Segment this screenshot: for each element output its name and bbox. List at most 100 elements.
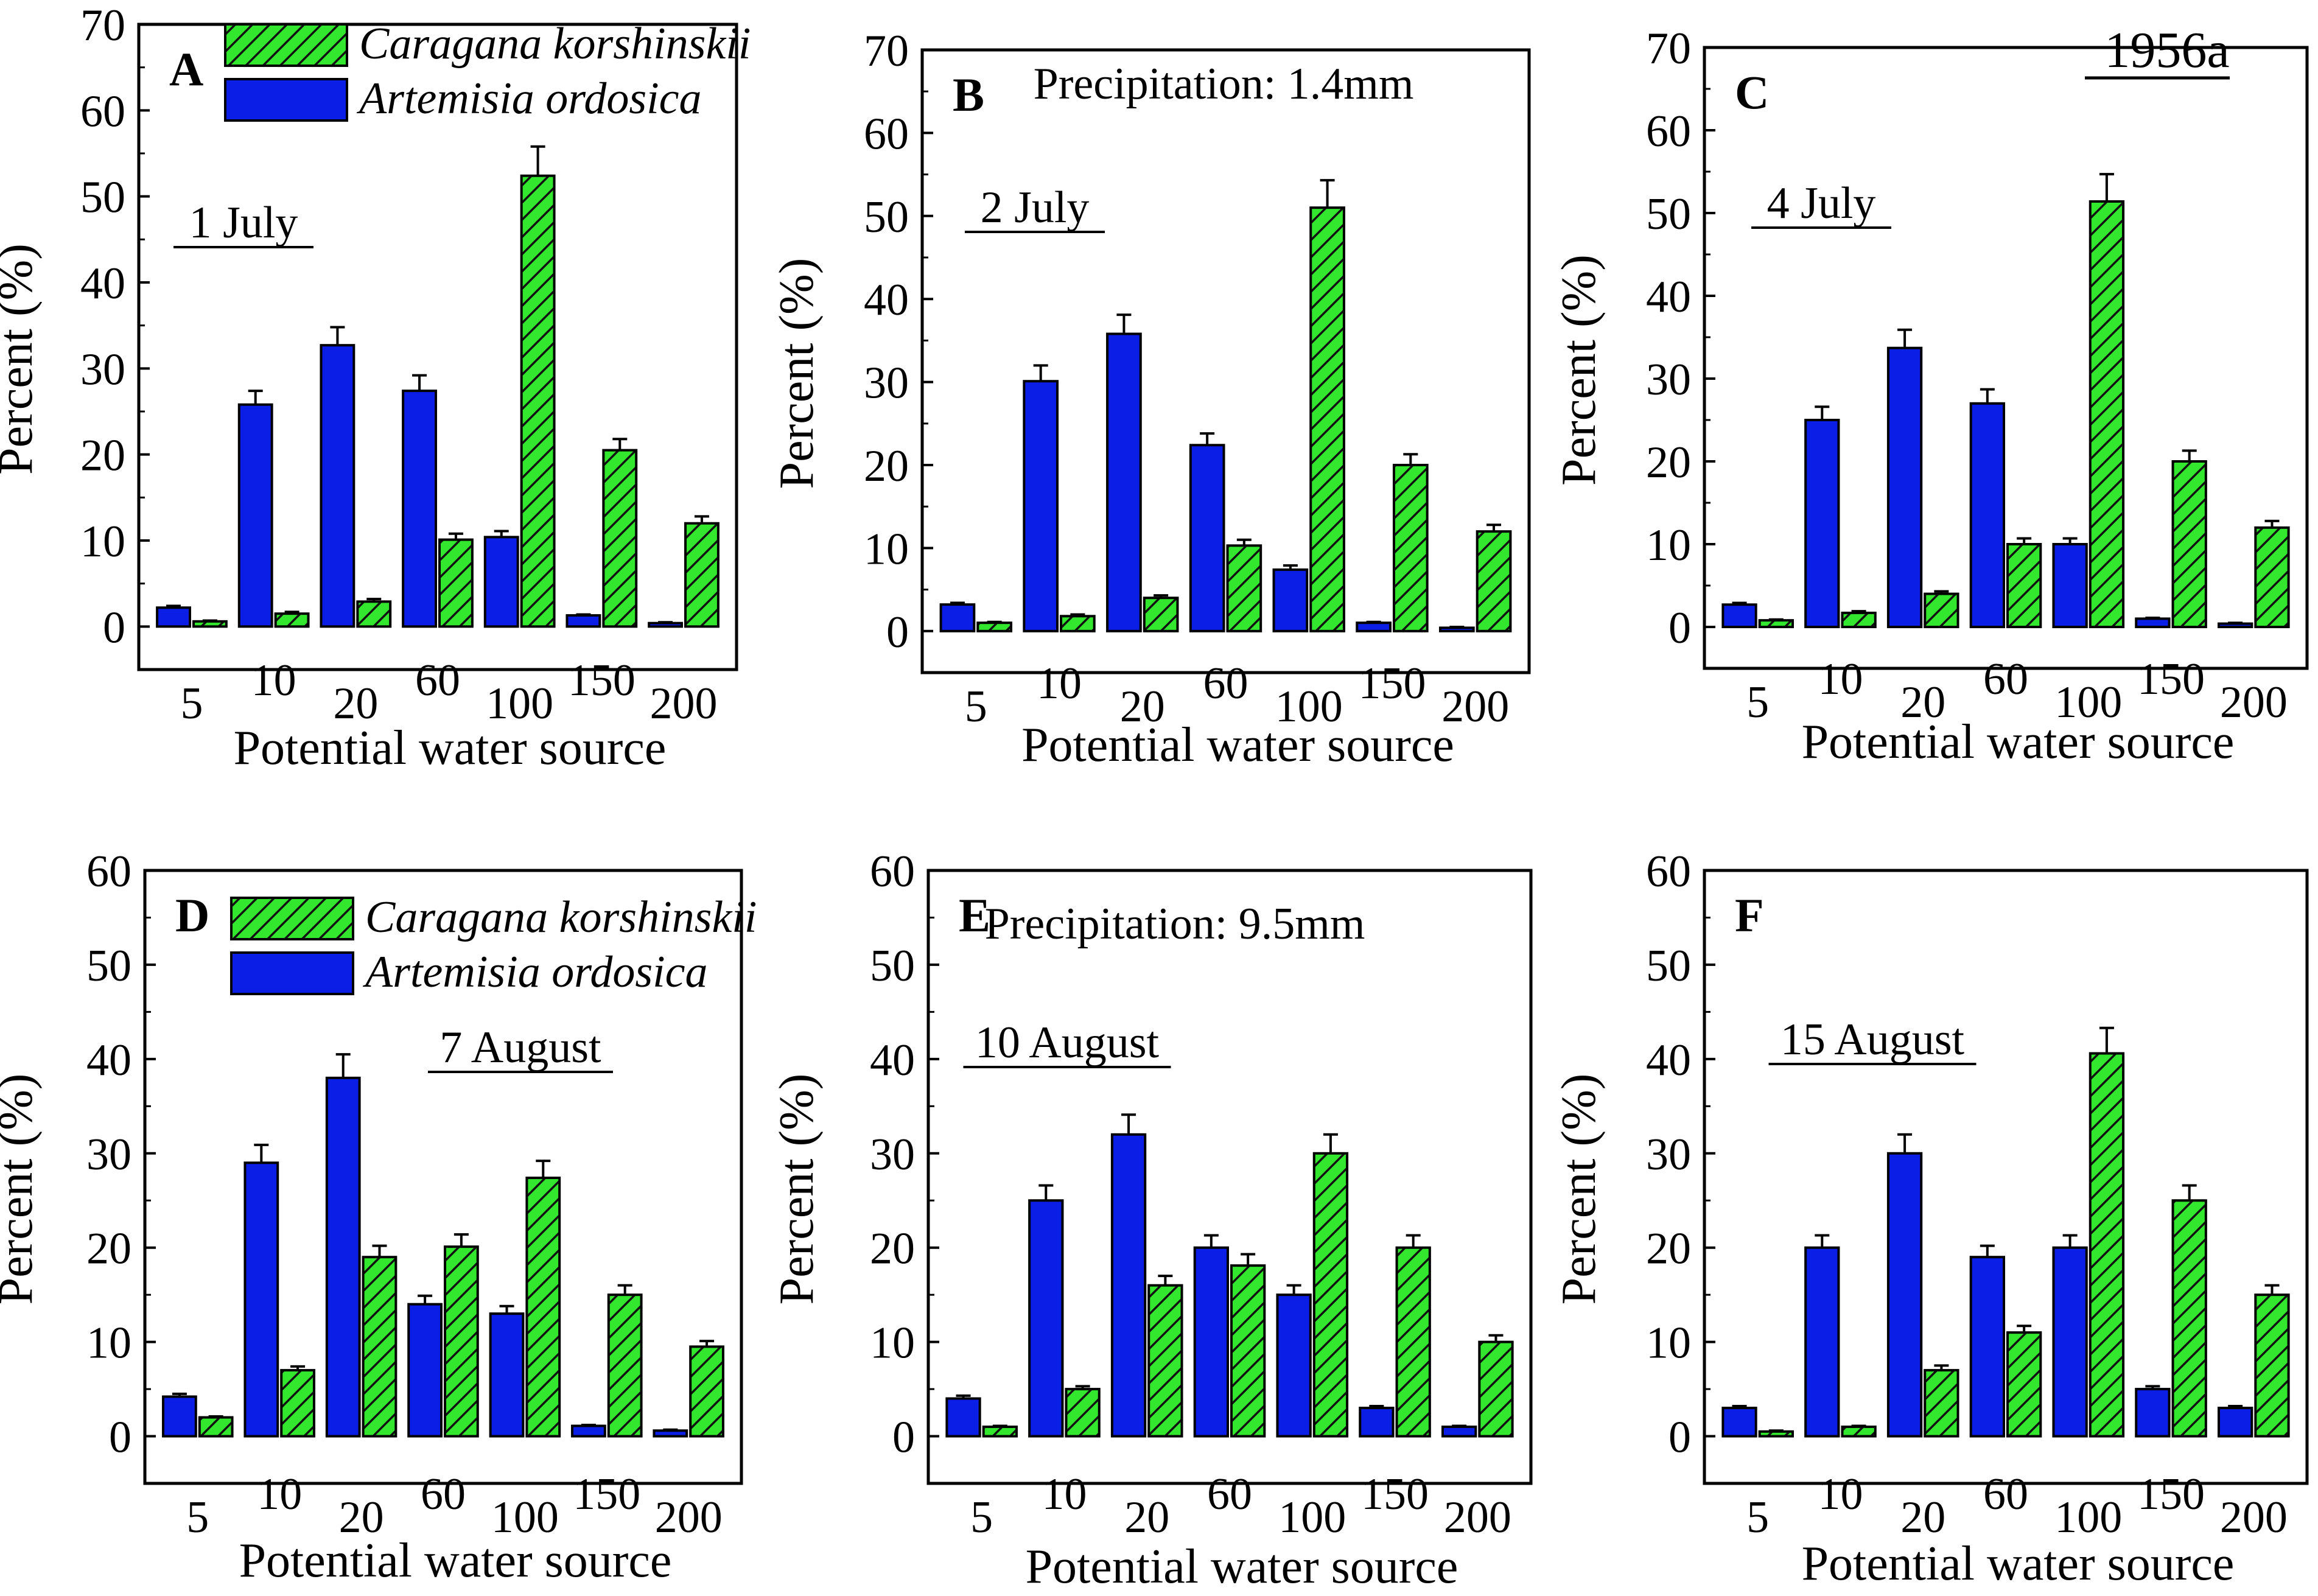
y-tick-label: 50 — [1646, 189, 1691, 239]
y-tick-label: 60 — [1646, 847, 1691, 897]
bar-caragana-5 — [1758, 1430, 1794, 1438]
y-axis-title: Percent (%) — [1552, 254, 1606, 486]
bar-caragana-150 — [607, 1293, 643, 1438]
panel-a: 0 10 20 30 40 50 60 70 5 10 20 60 100 150 200Potential… — [0, 1, 751, 775]
bar-artemisia-5 — [156, 606, 191, 628]
x-tick-label: 200 — [1444, 1493, 1511, 1542]
x-axis-title: Potential water source — [1802, 715, 2235, 769]
x-tick-label: 60 — [415, 656, 460, 705]
panel-b: 0 10 20 30 40 50 60 70 5 10 20 60 100 150 200Potential… — [770, 26, 1531, 772]
x-tick-label: 20 — [339, 1493, 384, 1542]
panel-c: 0 10 20 30 40 50 60 70 5 10 20 60 100 150 200Potential… — [1552, 24, 2309, 769]
y-tick-label: 50 — [870, 941, 915, 991]
y-axis-title: Percent (%) — [0, 243, 43, 475]
x-tick-label: 5 — [965, 682, 987, 732]
date-label: 4 July — [1767, 178, 1876, 228]
bar-artemisia-20 — [1886, 346, 1923, 628]
y-tick-label: 30 — [86, 1130, 131, 1180]
bar-artemisia-20 — [325, 1076, 361, 1438]
bar-caragana-60 — [1226, 544, 1262, 632]
x-axis-title: Potential water source — [234, 721, 667, 775]
bar-artemisia-60 — [1969, 1256, 2005, 1438]
legend-swatch-artemisia — [224, 78, 348, 122]
figure-label: 1956a — [2104, 22, 2229, 79]
x-tick-label: 10 — [1042, 1469, 1087, 1519]
x-tick-label: 200 — [2220, 1493, 2288, 1542]
precipitation-annotation: Precipitation: 9.5mm — [985, 899, 1365, 949]
y-tick-label: 10 — [86, 1318, 131, 1368]
bar-caragana-150 — [2171, 1199, 2207, 1438]
date-label: 10 August — [975, 1018, 1160, 1068]
x-axis-title: Potential water source — [1026, 1540, 1458, 1594]
bar-caragana-100 — [2089, 1052, 2125, 1438]
y-tick-label: 10 — [1646, 520, 1691, 570]
y-tick-label: 20 — [1646, 438, 1691, 488]
y-tick-label: 20 — [864, 441, 909, 491]
x-tick-label: 150 — [573, 1469, 640, 1519]
y-tick-label: 0 — [886, 607, 909, 657]
legend-swatch-caragana — [224, 23, 348, 67]
x-tick-label: 100 — [486, 679, 553, 729]
bar-artemisia-60 — [402, 390, 438, 628]
x-tick-label: 20 — [1900, 1493, 1945, 1542]
legend-label-caragana: Caragana korshinskii — [359, 19, 751, 69]
bar-caragana-10 — [274, 612, 310, 628]
y-axis-title: Percent (%) — [0, 1074, 43, 1305]
y-tick-label: 0 — [103, 603, 125, 653]
bar-artemisia-60 — [1193, 1246, 1229, 1438]
x-tick-label: 150 — [2137, 1469, 2205, 1519]
bar-artemisia-150 — [2135, 1388, 2171, 1438]
bar-caragana-200 — [1476, 530, 1512, 632]
x-tick-label: 200 — [2220, 677, 2288, 727]
y-tick-label: 10 — [1646, 1318, 1691, 1368]
y-tick-label: 20 — [86, 1224, 131, 1274]
bar-artemisia-5 — [945, 1397, 981, 1438]
x-tick-label: 100 — [1275, 682, 1343, 732]
bar-caragana-150 — [1395, 1246, 1431, 1438]
bar-artemisia-60 — [1189, 444, 1225, 632]
y-tick-label: 60 — [870, 847, 915, 897]
bar-artemisia-60 — [407, 1303, 443, 1438]
y-tick-label: 40 — [1646, 272, 1691, 322]
bar-caragana-200 — [684, 522, 720, 628]
bar-caragana-150 — [602, 449, 638, 628]
bar-artemisia-5 — [162, 1395, 197, 1438]
bar-artemisia-10 — [237, 403, 273, 628]
y-tick-label: 30 — [870, 1130, 915, 1180]
x-tick-label: 10 — [1818, 654, 1863, 704]
bar-artemisia-150 — [1359, 1407, 1395, 1438]
plot-frame — [143, 869, 743, 1485]
y-tick-label: 0 — [109, 1413, 131, 1463]
x-axis-title: Potential water source — [239, 1534, 672, 1587]
bar-artemisia-10 — [243, 1161, 279, 1438]
bar-caragana-10 — [1841, 1426, 1877, 1438]
date-label: 7 August — [439, 1023, 601, 1073]
bar-caragana-100 — [525, 1177, 561, 1438]
x-tick-label: 20 — [333, 679, 378, 729]
x-tick-label: 5 — [1746, 677, 1769, 727]
bar-caragana-200 — [2254, 1293, 2290, 1438]
bar-caragana-150 — [1392, 464, 1429, 632]
bar-artemisia-200 — [2218, 622, 2253, 629]
y-tick-label: 30 — [80, 345, 125, 394]
bar-caragana-100 — [1312, 1152, 1349, 1438]
bar-artemisia-20 — [1886, 1152, 1923, 1438]
bar-caragana-60 — [1230, 1264, 1266, 1438]
bar-artemisia-10 — [1028, 1199, 1064, 1438]
bar-artemisia-5 — [939, 603, 976, 632]
x-tick-label: 20 — [1124, 1493, 1169, 1542]
y-axis-title: Percent (%) — [1552, 1074, 1606, 1305]
x-tick-label: 20 — [1120, 682, 1165, 732]
bar-artemisia-100 — [1272, 568, 1309, 632]
x-tick-label: 60 — [1207, 1469, 1252, 1519]
y-tick-label: 70 — [1646, 24, 1691, 74]
y-tick-label: 20 — [80, 431, 125, 481]
plot-frame — [920, 48, 1531, 674]
panel-letter: A — [169, 43, 203, 96]
x-tick-label: 10 — [1037, 659, 1082, 709]
x-tick-label: 150 — [2137, 654, 2205, 704]
